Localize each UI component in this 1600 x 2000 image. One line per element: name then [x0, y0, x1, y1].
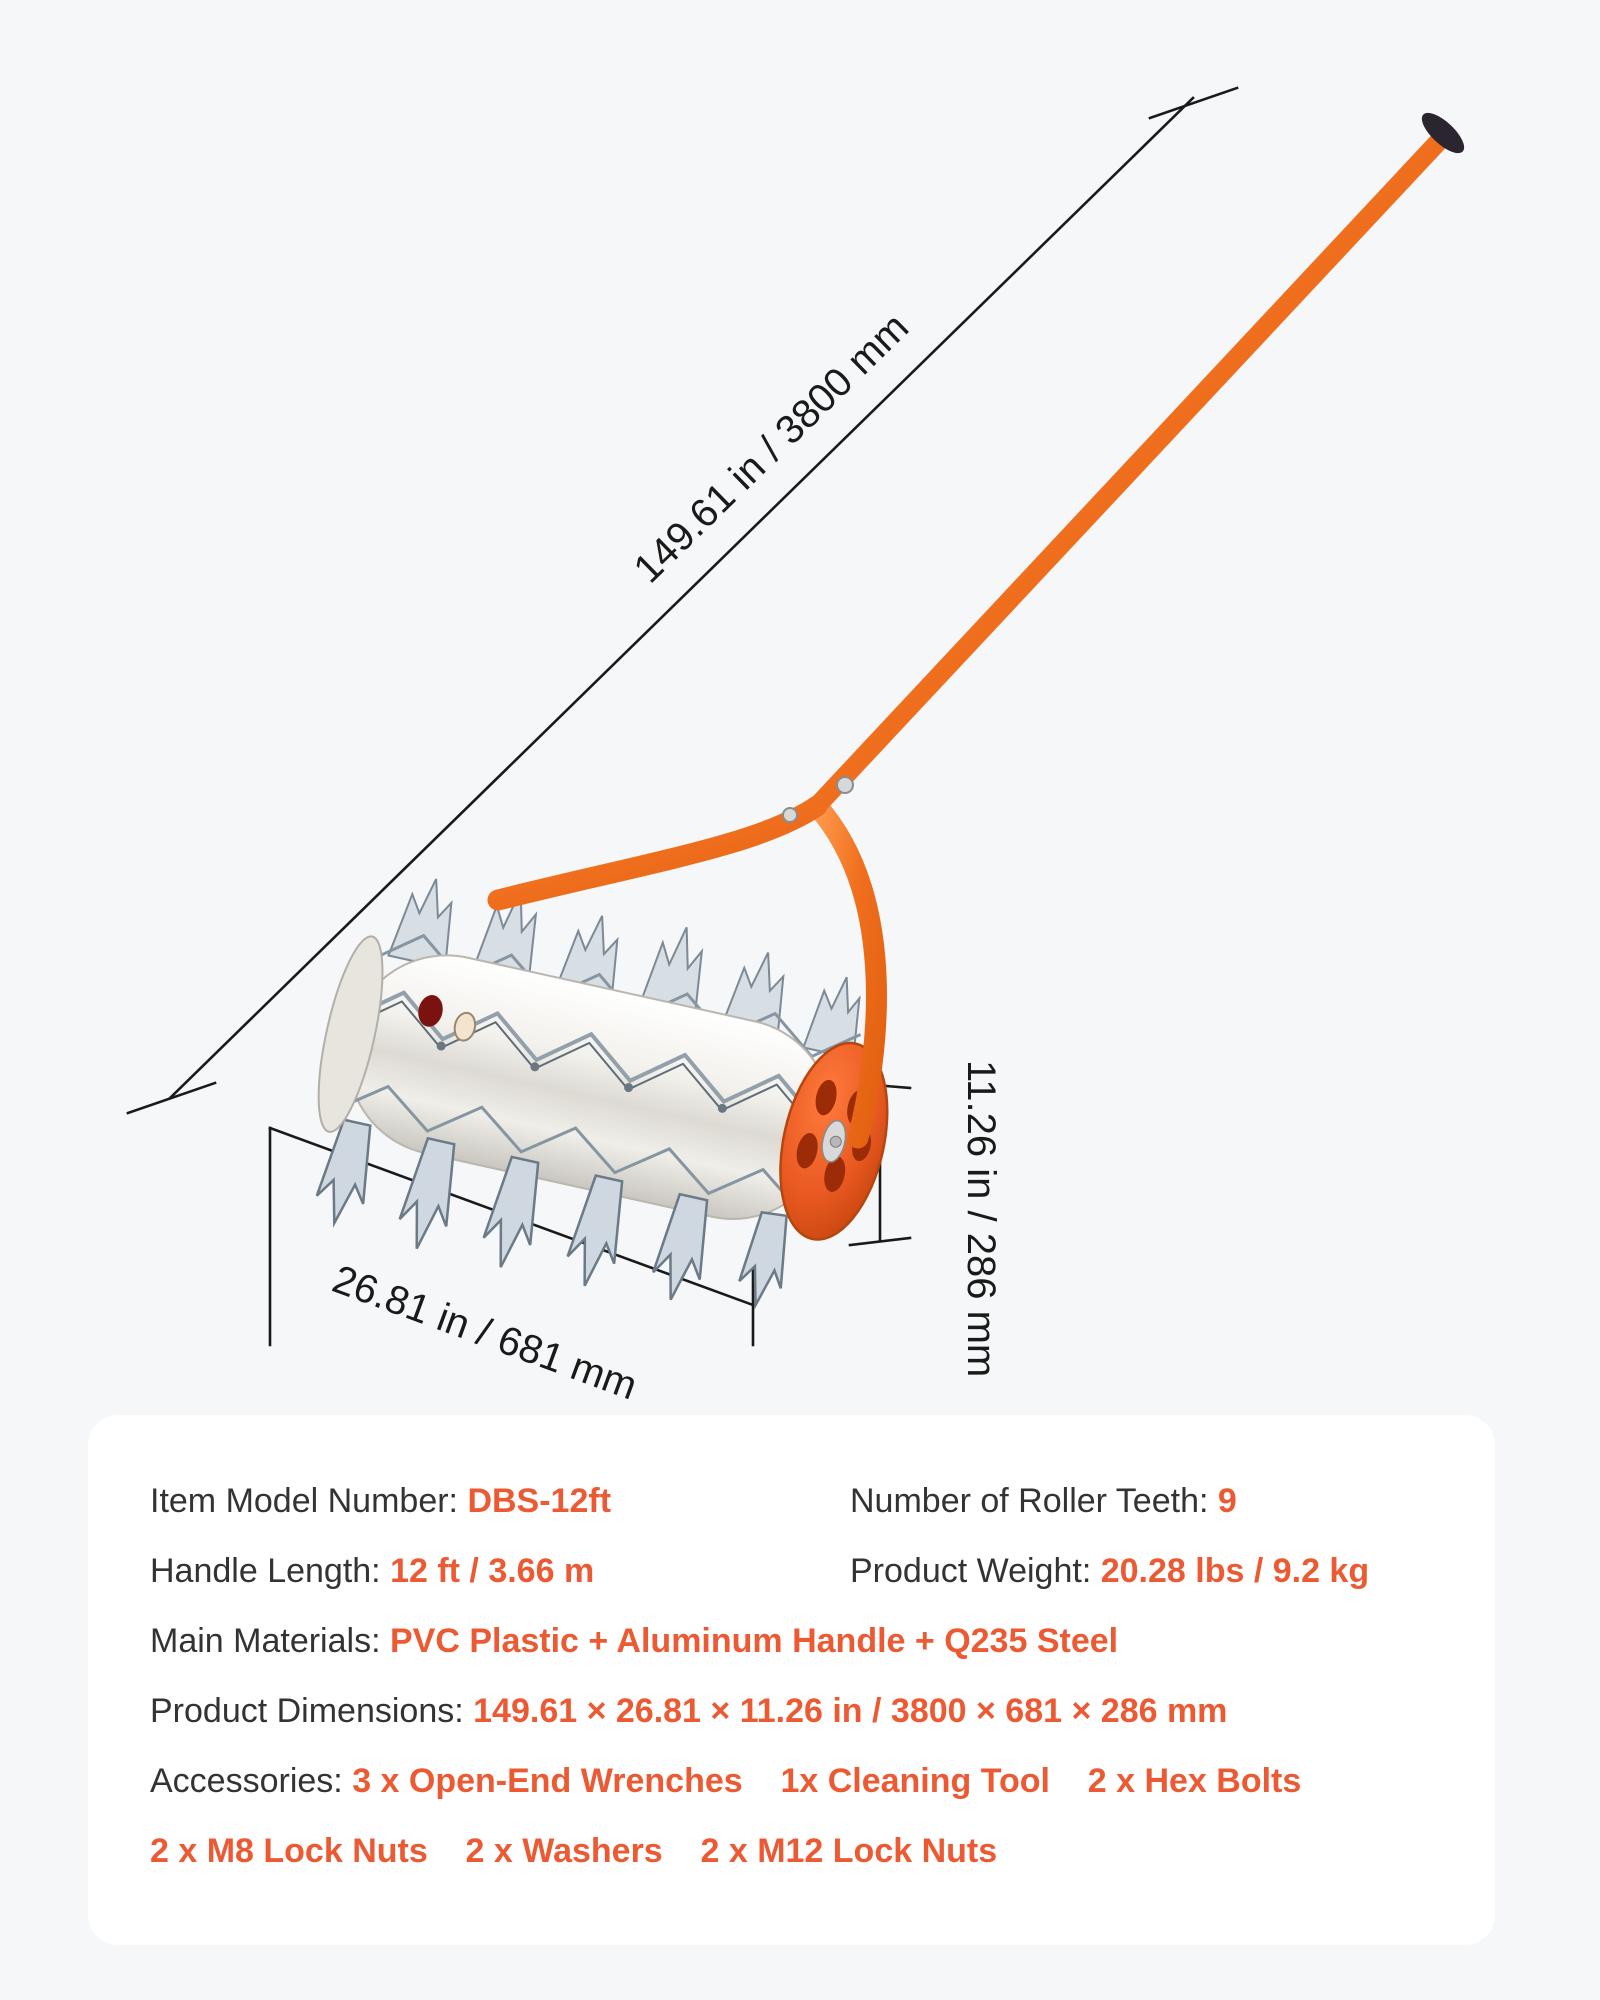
- svg-text:11.26 in / 286 mm: 11.26 in / 286 mm: [959, 1060, 1003, 1377]
